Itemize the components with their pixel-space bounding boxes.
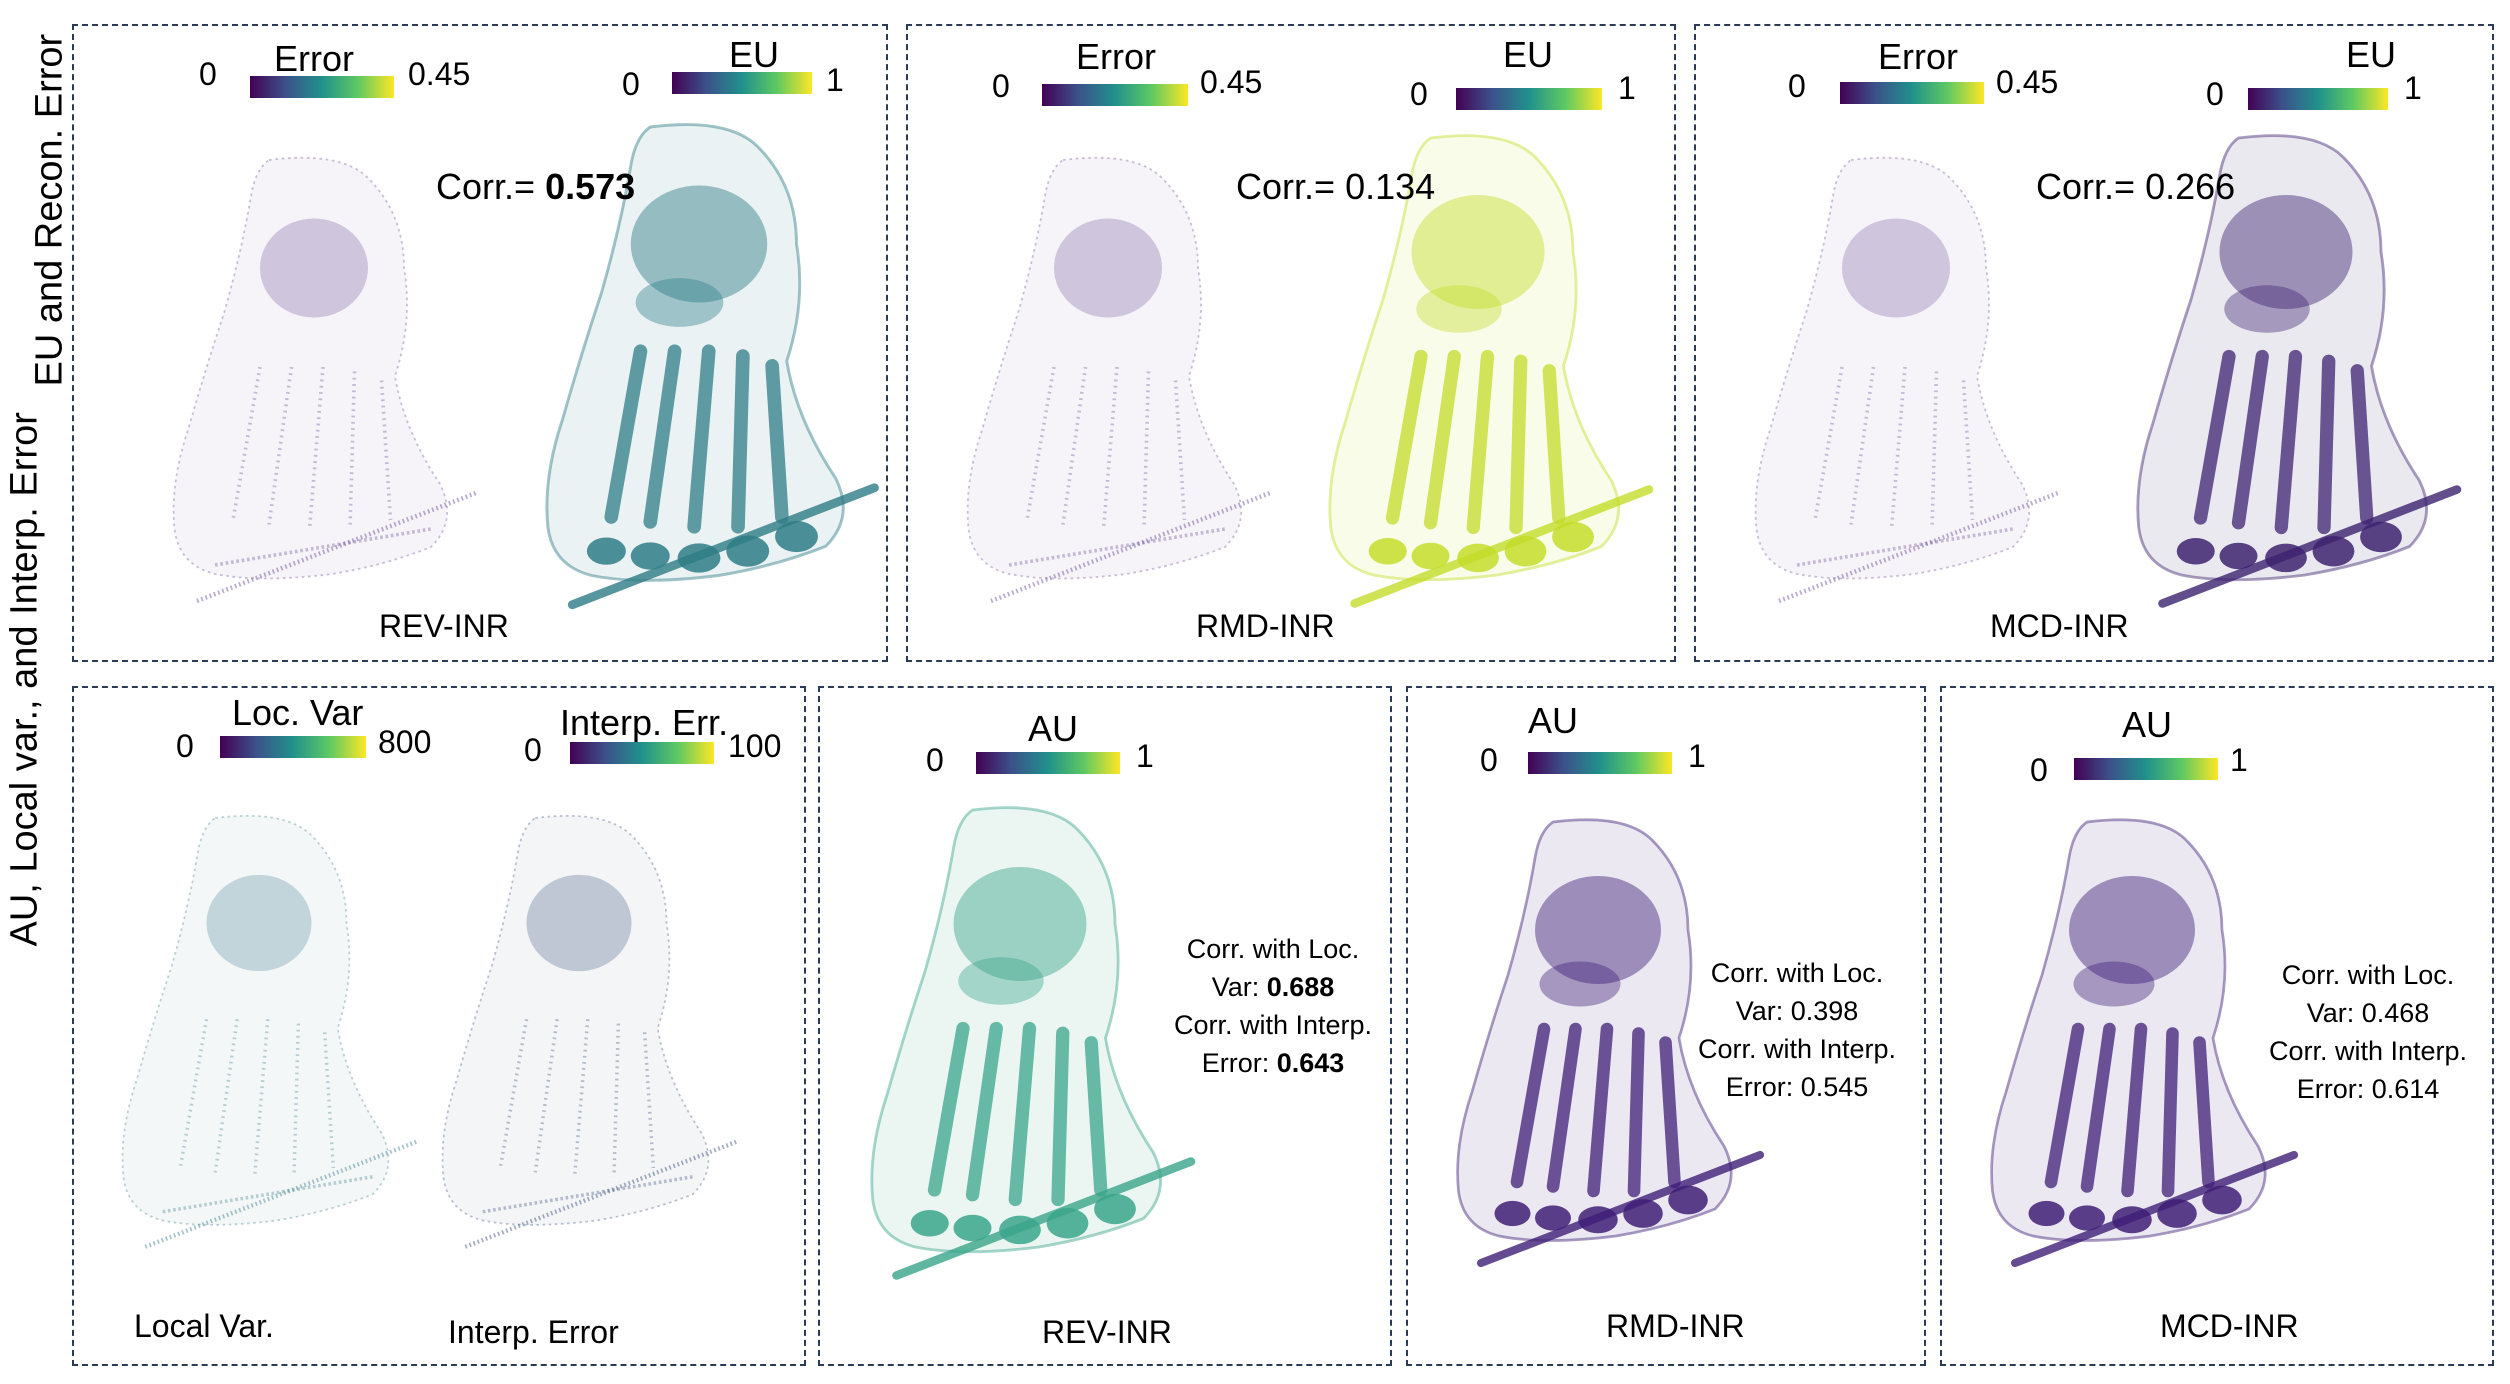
colorbar-title: Error xyxy=(1878,36,1958,77)
colorbar-gradient xyxy=(570,742,714,764)
method-caption: REV-INR xyxy=(1042,1314,1172,1350)
colorbar-gradient xyxy=(1528,752,1672,774)
colorbar-gradient xyxy=(220,736,366,758)
colorbar-gradient xyxy=(2074,758,2218,780)
colorbar-gradient xyxy=(250,76,394,98)
colorbar-title: EU xyxy=(1503,34,1554,75)
colorbar-title: EU xyxy=(729,34,780,75)
colorbar-min: 0 xyxy=(176,728,194,764)
colorbar-min: 0 xyxy=(199,56,217,92)
colorbar-max: 1 xyxy=(2230,742,2248,778)
colorbar-min: 0 xyxy=(2030,752,2048,788)
panel-bottom-reference: Loc. Var 0 800 Interp. Err. 0 100 Local … xyxy=(72,686,806,1366)
colorbar-min: 0 xyxy=(992,68,1010,104)
interp-error-caption: Interp. Error xyxy=(448,1314,619,1350)
row-label-bottom: AU, Local var., and Interp. Error xyxy=(3,412,46,947)
colorbar-max: 1 xyxy=(1688,738,1706,774)
error-volume-rendering xyxy=(1716,136,2076,616)
colorbar-gradient xyxy=(1042,84,1188,106)
correlation-value: Corr.= 0.134 xyxy=(1236,166,1436,207)
colorbar-max: 1 xyxy=(1136,738,1154,774)
colorbar-min: 0 xyxy=(2206,76,2224,112)
au-volume-rendering xyxy=(830,778,1210,1298)
error-volume-rendering xyxy=(134,136,494,616)
colorbar-max: 1 xyxy=(2404,70,2422,106)
colorbar-title: Interp. Err. xyxy=(560,702,729,743)
correlation-value: Corr.= 0.266 xyxy=(2036,166,2236,207)
method-caption: MCD-INR xyxy=(1990,608,2129,644)
colorbar-max: 100 xyxy=(728,728,782,764)
panel-top-mcd-inr: Error 0 0.45 EU 0 1 Corr.= 0.266 MCD-INR xyxy=(1694,24,2494,662)
correlation-block: Corr. with Loc. Var: 0.688 Corr. with In… xyxy=(1173,934,1373,1078)
row-label-top: EU and Recon. Error xyxy=(28,33,71,387)
colorbar-gradient xyxy=(2248,88,2388,110)
colorbar-min: 0 xyxy=(1480,742,1498,778)
method-caption: RMD-INR xyxy=(1196,608,1335,644)
interp-error-volume-rendering xyxy=(404,778,754,1278)
colorbar-max: 0.45 xyxy=(1996,64,2059,100)
colorbar-gradient xyxy=(672,72,812,94)
method-caption: RMD-INR xyxy=(1606,1308,1745,1344)
panel-bottom-mcd-inr: AU 0 1 Corr. with Loc. Var: 0.468 Corr. … xyxy=(1940,686,2494,1366)
colorbar-title: Loc. Var xyxy=(232,692,364,733)
local-var-caption: Local Var. xyxy=(134,1308,274,1344)
colorbar-max: 1 xyxy=(826,62,844,98)
colorbar-min: 0 xyxy=(622,66,640,102)
error-volume-rendering xyxy=(928,136,1288,616)
method-caption: REV-INR xyxy=(379,608,509,644)
colorbar-gradient xyxy=(1840,82,1984,104)
colorbar-max: 800 xyxy=(378,724,432,760)
method-caption: MCD-INR xyxy=(2160,1308,2299,1344)
colorbar-gradient xyxy=(1456,88,1602,110)
colorbar-min: 0 xyxy=(1410,76,1428,112)
colorbar-title: Error xyxy=(274,38,354,79)
local-variance-volume-rendering xyxy=(84,778,434,1278)
colorbar-title: AU xyxy=(2122,704,2173,745)
panel-bottom-rmd-inr: AU 0 1 Corr. with Loc. Var: 0.398 Corr. … xyxy=(1406,686,1926,1366)
colorbar-min: 0 xyxy=(926,742,944,778)
colorbar-min: 0 xyxy=(524,732,542,768)
panel-top-rev-inr: Error 0 0.45 EU 0 1 Corr.= 0.573 REV-INR xyxy=(72,24,888,662)
colorbar-title: AU xyxy=(1028,708,1079,749)
colorbar-max: 0.45 xyxy=(408,56,471,92)
correlation-block: Corr. with Loc. Var: 0.468 Corr. with In… xyxy=(2268,960,2468,1104)
colorbar-title: Error xyxy=(1076,36,1156,77)
colorbar-gradient xyxy=(976,752,1120,774)
correlation-block: Corr. with Loc. Var: 0.398 Corr. with In… xyxy=(1697,958,1897,1102)
colorbar-min: 0 xyxy=(1788,68,1806,104)
colorbar-title: EU xyxy=(2346,34,2397,75)
colorbar-max: 0.45 xyxy=(1200,64,1263,100)
panel-top-rmd-inr: Error 0 0.45 EU 0 1 Corr.= 0.134 RMD-INR xyxy=(906,24,1676,662)
panel-bottom-rev-inr: AU 0 1 Corr. with Loc. Var: 0.688 Corr. … xyxy=(818,686,1392,1366)
colorbar-max: 1 xyxy=(1618,70,1636,106)
correlation-value: Corr.= 0.573 xyxy=(436,166,636,207)
colorbar-title: AU xyxy=(1528,700,1579,741)
